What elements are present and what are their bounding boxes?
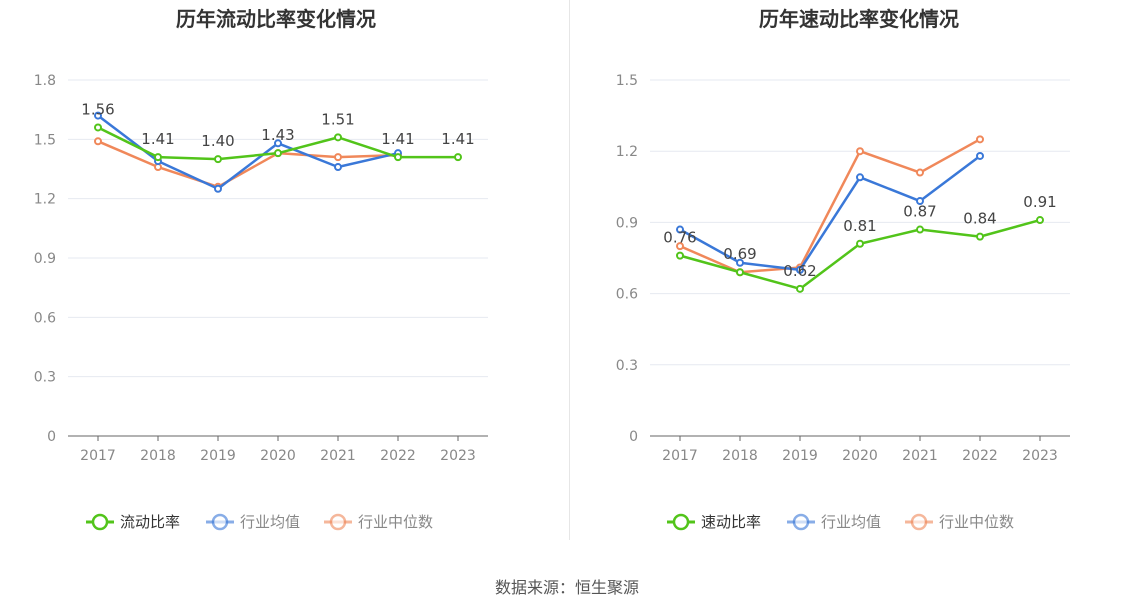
- data-point: [94, 137, 102, 146]
- x-tick-label: 2019: [782, 448, 818, 464]
- data-label: 1.41: [441, 130, 474, 148]
- data-label: 1.40: [201, 132, 234, 150]
- data-point: [154, 153, 162, 162]
- series-line: [679, 154, 981, 272]
- data-point: [856, 239, 864, 248]
- legend-marker-circle: [672, 513, 690, 531]
- data-point: [1036, 216, 1044, 225]
- data-point: [916, 197, 924, 206]
- y-tick-label: 0.6: [616, 287, 638, 303]
- x-tick-label: 2017: [662, 448, 698, 464]
- data-label: 0.62: [783, 262, 816, 280]
- data-point: [274, 139, 282, 148]
- x-tick-label: 2021: [320, 448, 356, 464]
- data-point: [94, 111, 102, 120]
- data-point: [274, 149, 282, 158]
- legend-label: 行业均值: [821, 513, 881, 531]
- data-point: [796, 265, 804, 274]
- y-tick-label: 1.5: [34, 132, 56, 148]
- data-point: [334, 163, 342, 172]
- data-label: 0.91: [1023, 193, 1056, 211]
- x-tick-label: 2022: [380, 448, 416, 464]
- data-point: [334, 133, 342, 142]
- y-tick-label: 0.3: [616, 358, 638, 374]
- data-point: [676, 225, 684, 234]
- y-tick-label: 1.8: [34, 73, 56, 89]
- data-label: 0.76: [663, 229, 696, 247]
- y-tick-label: 1.5: [616, 73, 638, 89]
- quick-ratio-chart: 历年速动比率变化情况 0 0.3 0.6 0.9 1.2 1.5 2017 2018 2019 20…: [616, 7, 1070, 531]
- x-tick-label: 2019: [200, 448, 236, 464]
- data-point: [214, 184, 222, 193]
- data-label: 1.43: [261, 126, 294, 144]
- x-tick-label: 2020: [842, 448, 878, 464]
- data-label: 0.84: [963, 210, 996, 228]
- y-tick-label: 0.9: [616, 215, 638, 231]
- y-tick-label: 0: [47, 429, 56, 445]
- data-point: [676, 242, 684, 251]
- legend-marker-circle: [91, 513, 109, 531]
- legend-label: 行业中位数: [358, 513, 433, 531]
- series-line: [97, 140, 399, 189]
- y-tick-label: 0.6: [34, 310, 56, 326]
- x-tick-label: 2021: [902, 448, 938, 464]
- y-tick-label: 1.2: [616, 144, 638, 160]
- x-tick-label: 2017: [80, 448, 116, 464]
- data-point: [454, 153, 462, 162]
- y-tick-label: 0: [629, 429, 638, 445]
- legend-marker-circle: [211, 513, 229, 531]
- data-point: [394, 153, 402, 162]
- data-point: [796, 284, 804, 293]
- legend-marker-circle: [329, 513, 347, 531]
- x-tick-label: 2020: [260, 448, 296, 464]
- data-point: [916, 225, 924, 234]
- y-tick-label: 1.2: [34, 192, 56, 208]
- data-label: 0.81: [843, 217, 876, 235]
- x-tick-label: 2023: [440, 448, 476, 464]
- legend-marker-circle: [910, 513, 928, 531]
- legend-label: 行业均值: [240, 513, 300, 531]
- data-label: 1.56: [81, 100, 114, 118]
- data-label: 1.41: [141, 130, 174, 148]
- data-point: [334, 153, 342, 162]
- data-point: [856, 173, 864, 182]
- legend-label: 速动比率: [701, 513, 761, 531]
- data-source-note: 数据来源：恒生聚源: [494, 578, 639, 597]
- x-tick-label: 2018: [140, 448, 176, 464]
- y-tick-label: 0.9: [34, 251, 56, 267]
- data-point: [676, 251, 684, 260]
- data-point: [214, 155, 222, 164]
- data-label: 0.87: [903, 203, 936, 221]
- x-tick-label: 2023: [1022, 448, 1058, 464]
- data-point: [976, 151, 984, 160]
- series-line: [679, 138, 981, 274]
- data-point: [916, 168, 924, 177]
- data-label: 1.51: [321, 110, 354, 128]
- y-tick-label: 0.3: [34, 370, 56, 386]
- chart-title: 历年速动比率变化情况: [759, 7, 959, 31]
- x-tick-label: 2022: [962, 448, 998, 464]
- data-point: [736, 268, 744, 277]
- data-point: [94, 123, 102, 132]
- data-label: 1.41: [381, 130, 414, 148]
- x-tick-label: 2018: [722, 448, 758, 464]
- data-point: [736, 258, 744, 267]
- data-point: [856, 147, 864, 156]
- legend-marker-circle: [792, 513, 810, 531]
- panel-divider: [569, 0, 570, 540]
- chart-title: 历年流动比率变化情况: [176, 7, 376, 31]
- legend-label: 流动比率: [120, 513, 180, 531]
- data-label: 0.69: [723, 245, 756, 263]
- legend-label: 行业中位数: [939, 513, 1014, 531]
- data-point: [976, 232, 984, 241]
- data-point: [976, 135, 984, 144]
- current-ratio-chart: 历年流动比率变化情况 0 0.3 0.6 0.9 1.2 1.5 1.8 2017 2018 201…: [34, 7, 488, 531]
